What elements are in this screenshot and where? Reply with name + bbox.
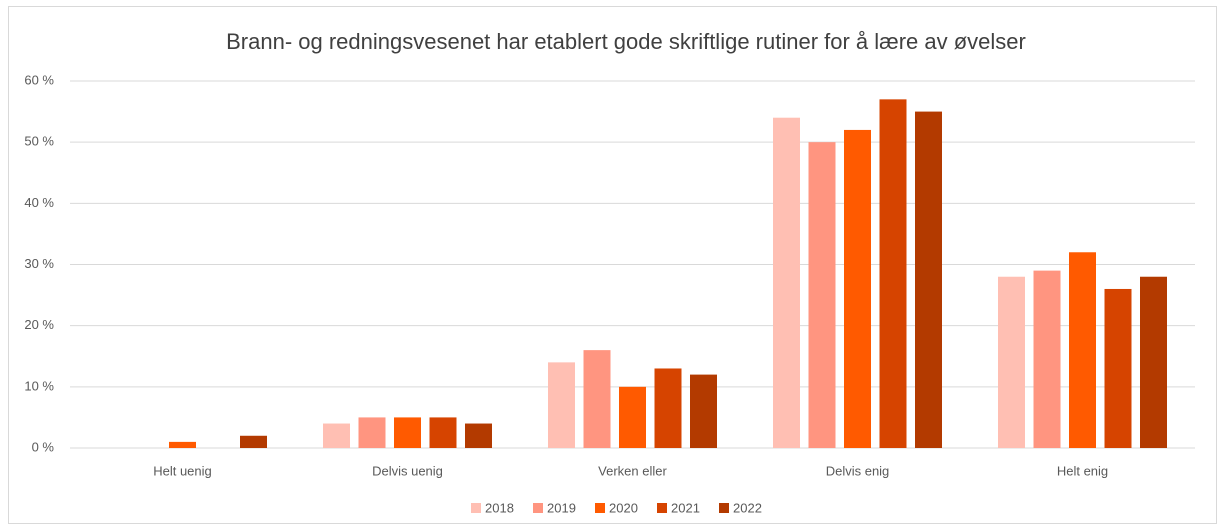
x-tick-label: Delvis uenig	[372, 463, 443, 478]
legend-label: 2018	[485, 500, 514, 515]
legend-label: 2020	[609, 500, 638, 515]
y-tick-label: 40 %	[24, 195, 54, 210]
bar	[323, 423, 350, 448]
legend-swatch	[595, 503, 605, 513]
legend-label: 2021	[671, 500, 700, 515]
bar	[1104, 288, 1132, 448]
y-tick-label: 60 %	[24, 72, 54, 87]
y-tick-label: 20 %	[24, 317, 54, 332]
y-tick-label: 50 %	[24, 134, 54, 149]
bar	[808, 142, 836, 448]
bar	[358, 417, 386, 448]
bar	[844, 129, 871, 448]
x-tick-label: Verken eller	[598, 463, 667, 478]
bar	[773, 117, 800, 448]
legend-swatch	[533, 503, 543, 513]
y-tick-label: 10 %	[24, 378, 54, 393]
y-tick-label: 30 %	[24, 256, 54, 271]
x-tick-label: Helt enig	[1057, 463, 1108, 478]
bar	[169, 441, 196, 448]
bar	[915, 111, 942, 448]
bar	[1069, 252, 1096, 448]
bar	[240, 435, 267, 448]
x-tick-label: Delvis enig	[826, 463, 890, 478]
legend-swatch	[471, 503, 481, 513]
bar	[619, 386, 646, 448]
bar	[583, 350, 611, 448]
x-tick-label: Helt uenig	[153, 463, 212, 478]
bar	[1033, 270, 1061, 448]
legend-label: 2022	[733, 500, 762, 515]
chart-title: Brann- og redningsvesenet har etablert g…	[226, 29, 1026, 54]
bar	[654, 368, 682, 448]
legend-label: 2019	[547, 500, 576, 515]
bar	[465, 423, 492, 448]
bar	[394, 417, 421, 448]
y-tick-label: 0 %	[32, 439, 55, 454]
bar	[998, 276, 1025, 448]
bar	[548, 362, 575, 448]
legend-swatch	[657, 503, 667, 513]
legend-swatch	[719, 503, 729, 513]
bar	[879, 99, 907, 448]
bar	[690, 374, 717, 448]
bar	[1140, 276, 1167, 448]
bar	[429, 417, 457, 448]
